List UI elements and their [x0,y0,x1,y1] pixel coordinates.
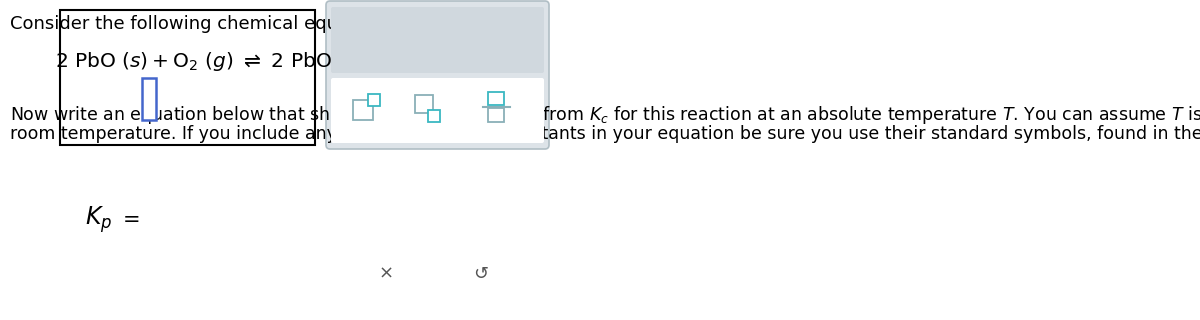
Bar [142,78,156,120]
Text: $K_p$: $K_p$ [85,205,113,235]
Bar [428,110,440,122]
Bar [368,94,380,106]
Bar [60,10,314,145]
FancyBboxPatch shape [326,1,550,149]
Text: $\circlearrowleft$: $\circlearrowleft$ [470,264,490,282]
Bar [488,92,504,105]
Text: $\mathrm{2\ PbO}\ (s) + \mathrm{O_2}\ (g)\ \rightleftharpoons\ \mathrm{2\ PbO_2}: $\mathrm{2\ PbO}\ (s) + \mathrm{O_2}\ (g… [55,50,373,73]
Text: Now write an equation below that shows how to calculate $K_p$ from $K_c$ for thi: Now write an equation below that shows h… [10,105,1200,129]
Bar [488,108,504,122]
Bar [353,100,373,120]
Text: $=$: $=$ [118,208,139,228]
Text: $\times$: $\times$ [378,264,392,282]
FancyBboxPatch shape [331,7,544,73]
Text: Consider the following chemical equilibrium:: Consider the following chemical equilibr… [10,15,413,33]
Text: room temperature. If you include any common physical constants in your equation : room temperature. If you include any com… [10,125,1200,143]
Bar [415,95,433,113]
FancyBboxPatch shape [331,78,544,143]
